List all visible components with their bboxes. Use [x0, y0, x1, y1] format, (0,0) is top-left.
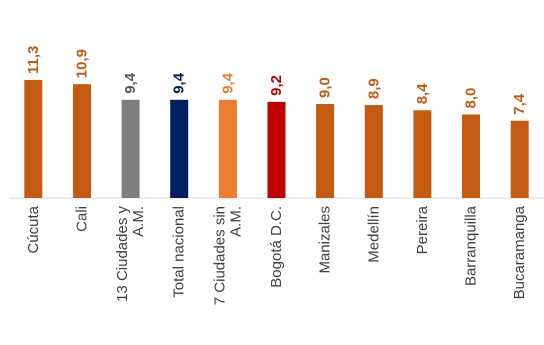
- category-tick-label: Medellín: [365, 206, 382, 263]
- bar: [364, 105, 383, 198]
- category-tick-label: Cúcuta: [25, 205, 42, 253]
- data-label: 7,4: [511, 93, 528, 115]
- category-tick-label: A.M.: [130, 206, 147, 237]
- bar: [24, 80, 43, 198]
- category-tick-label: Cali: [74, 206, 91, 232]
- data-label: 8,0: [463, 88, 480, 109]
- bar: [73, 84, 91, 198]
- data-label: 9,2: [268, 75, 285, 96]
- data-label: 8,4: [414, 83, 431, 105]
- data-label: 9,0: [317, 77, 334, 98]
- data-label: 11,3: [25, 46, 42, 74]
- data-label: 9,4: [219, 72, 236, 94]
- category-tick-label: 7 Ciudades sin: [211, 206, 228, 305]
- data-label: 8,9: [365, 78, 382, 99]
- category-tick-label: Total nacional: [171, 206, 188, 298]
- category-tick-label: Manizales: [317, 206, 334, 274]
- bar: [462, 114, 480, 198]
- category-tick-label: Bucaramanga: [511, 205, 528, 299]
- bar: [267, 101, 286, 198]
- category-tick-label: Bogotá D.C.: [268, 206, 285, 288]
- bar: [413, 110, 432, 198]
- bar: [121, 99, 140, 198]
- category-tick-label: 13 Ciudades y: [114, 206, 131, 302]
- data-label: 9,4: [171, 72, 188, 94]
- category-tick-label: Pereira: [414, 205, 431, 254]
- bar: [316, 104, 335, 198]
- category-tick-label: A.M.: [227, 206, 244, 237]
- bar: [510, 120, 529, 198]
- bar: [218, 99, 237, 198]
- data-label: 10,9: [74, 49, 91, 78]
- bar: [170, 99, 189, 198]
- data-label: 9,4: [122, 72, 139, 94]
- category-tick-label: Barranquilla: [463, 205, 480, 286]
